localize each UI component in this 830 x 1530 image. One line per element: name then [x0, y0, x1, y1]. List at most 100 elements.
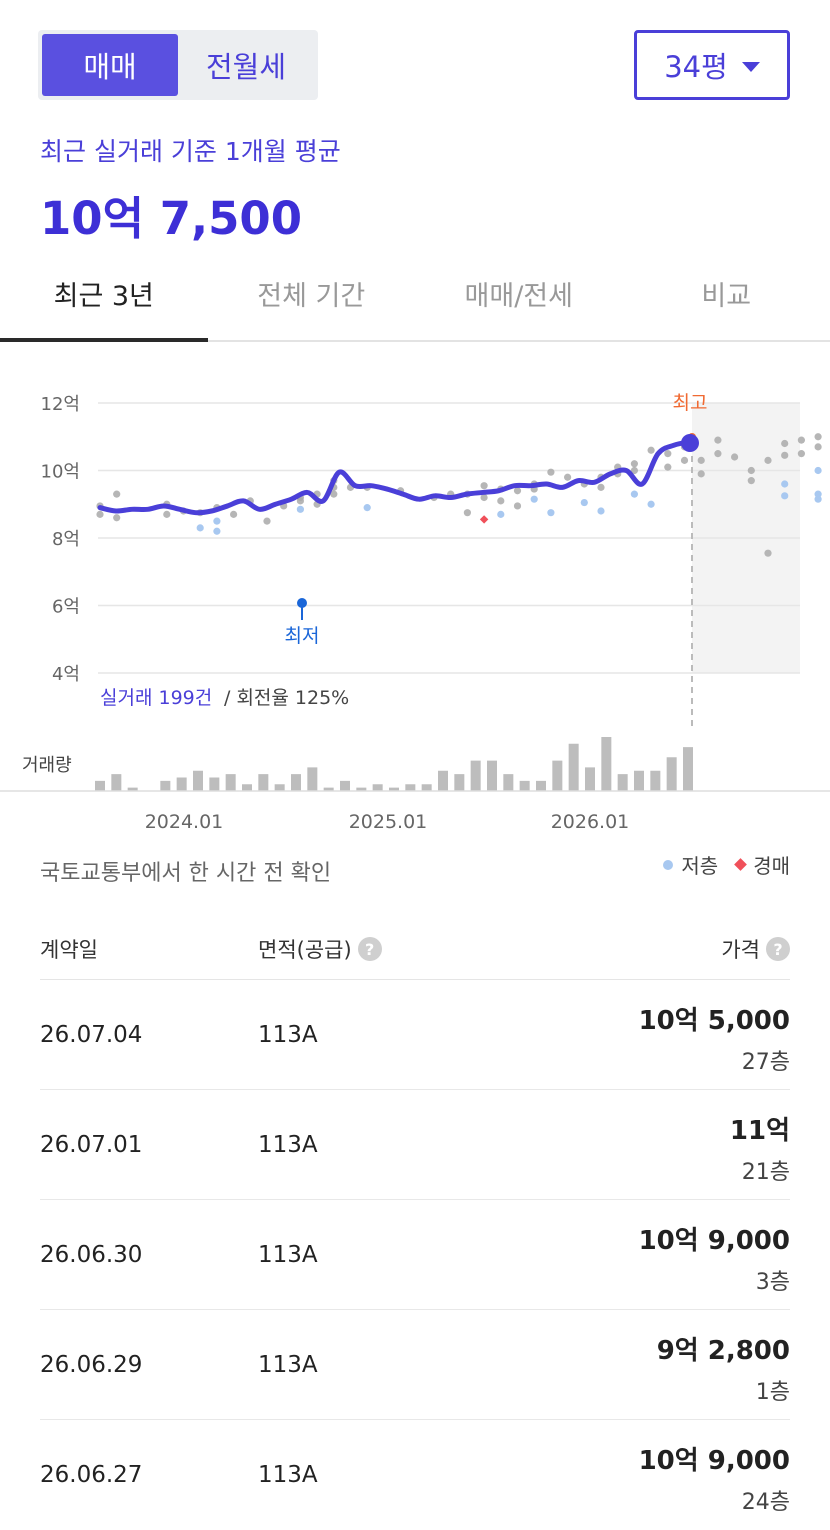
low-floor-dot: [213, 517, 221, 525]
transaction-dot: [463, 509, 471, 517]
volume-bar: [209, 777, 220, 791]
volume-bar: [225, 774, 236, 791]
table-row[interactable]: 26.06.29 113A 9억 2,800 1층: [40, 1310, 790, 1420]
transaction-dot: [781, 439, 789, 448]
transaction-dot: [230, 510, 238, 518]
auction-dot: [479, 515, 489, 524]
x-tick-label: 2025.01: [349, 811, 428, 833]
volume-bar: [421, 784, 432, 791]
grid-lines: [98, 402, 800, 674]
auction-diamond-icon: [734, 858, 748, 871]
transaction-dot: [564, 473, 572, 481]
table-row[interactable]: 26.06.27 113A 10억 9,000 24층: [40, 1420, 790, 1530]
volume-bar: [634, 770, 644, 791]
transaction-dot: [781, 451, 789, 459]
transaction-dot: [714, 450, 722, 458]
row-floor: 21층: [741, 1160, 790, 1185]
row-price: 10억 9,000: [638, 1226, 790, 1256]
transaction-dot: [630, 460, 639, 468]
transaction-dot: [764, 456, 772, 464]
transaction-dot: [797, 450, 806, 458]
transaction-dot: [764, 549, 772, 557]
volume-bar: [503, 774, 514, 791]
row-floor: 3층: [755, 1270, 790, 1295]
low-floor-dot: [630, 490, 639, 498]
row-price: 11억: [729, 1116, 790, 1146]
transaction-dot: [697, 470, 705, 478]
volume-bar: [291, 774, 301, 791]
help-icon[interactable]: ?: [357, 937, 382, 961]
price-chart[interactable]: 12억 10억 8억 6억 4억 최고 최저 실거래 199건 / 회전율 125% 거…: [0, 370, 830, 845]
volume-bar: [568, 743, 579, 791]
tab-recent-3-years[interactable]: 최근 3년: [0, 258, 208, 342]
low-floor-dot: [296, 505, 304, 513]
volume-bar: [160, 780, 171, 791]
row-area: 113A: [258, 1352, 318, 1378]
volume-bars: [95, 737, 693, 791]
volume-bar: [683, 747, 693, 791]
transaction-dot: [630, 466, 639, 475]
volume-bar: [274, 784, 285, 791]
low-floor-dot: [363, 504, 371, 512]
row-date: 26.06.29: [40, 1352, 143, 1378]
low-floor-dot: [196, 524, 204, 532]
low-floor-dot: [781, 492, 789, 500]
volume-bar: [307, 767, 318, 791]
volume-bar: [323, 787, 334, 791]
transaction-dot: [814, 433, 822, 441]
period-tabs: 최근 3년 전체 기간 매매/전세 비교: [0, 258, 830, 342]
average-price: 10억 7,500: [40, 192, 303, 245]
tab-sale-jeonse[interactable]: 매매/전세: [464, 281, 573, 312]
row-area: 113A: [258, 1022, 318, 1048]
volume-bar: [470, 760, 481, 791]
transaction-dot: [296, 497, 304, 505]
transaction-dot: [547, 468, 555, 476]
y-tick-labels: 12억 10억 8억 6억 4억: [41, 394, 80, 685]
low-label: 최저: [285, 625, 320, 647]
transaction-dot: [513, 502, 522, 510]
row-area: 113A: [258, 1132, 318, 1158]
legend: 저층 경매: [663, 850, 790, 879]
sale-tab-button[interactable]: 매매: [42, 34, 178, 96]
high-label: 최고: [673, 392, 708, 414]
tab-compare[interactable]: 비교: [701, 281, 752, 312]
transaction-dot: [714, 436, 722, 444]
low-floor-dot: [580, 498, 588, 507]
row-floor: 27층: [741, 1050, 790, 1075]
low-floor-dot: [547, 509, 555, 517]
row-floor: 1층: [755, 1380, 790, 1405]
x-tick-label: 2024.01: [145, 811, 224, 833]
tab-all-period[interactable]: 전체 기간: [257, 281, 366, 312]
x-tick-label: 2026.01: [551, 811, 630, 833]
rotation-rate: / 회전율 125%: [224, 687, 349, 709]
x-tick-labels: 2024.01 2025.01 2026.01: [145, 811, 630, 833]
y-tick-label: 10억: [41, 462, 80, 483]
volume-bar: [340, 780, 350, 791]
table-row[interactable]: 26.07.04 113A 10억 5,000 27층: [40, 980, 790, 1090]
volume-bar: [356, 787, 367, 791]
source-note: 국토교통부에서 한 시간 전 확인: [40, 861, 332, 886]
low-marker: 최저: [285, 598, 320, 647]
transaction-dot: [814, 443, 822, 451]
help-icon[interactable]: ?: [766, 937, 790, 961]
transaction-dot: [497, 497, 505, 505]
y-tick-label: 6억: [52, 597, 80, 618]
rent-tab-button[interactable]: 전월세: [205, 50, 287, 84]
area-select-dropdown[interactable]: 34평: [634, 30, 790, 100]
area-select-value: 34평: [664, 50, 728, 84]
transaction-dot: [96, 510, 104, 518]
low-floor-dot: [597, 507, 605, 515]
row-price: 10억 5,000: [638, 1006, 790, 1036]
y-tick-label: 8억: [52, 529, 80, 550]
transaction-dot: [697, 456, 705, 464]
transaction-dot: [113, 490, 121, 498]
table-row[interactable]: 26.06.30 113A 10억 9,000 3층: [40, 1200, 790, 1310]
transaction-dot: [664, 450, 672, 458]
legend-low-floor: 저층: [663, 850, 718, 879]
volume-bar: [372, 784, 383, 791]
volume-bar: [601, 737, 612, 791]
transaction-dot: [330, 490, 338, 498]
volume-bar: [666, 757, 677, 791]
table-row[interactable]: 26.07.01 113A 11억 21층: [40, 1090, 790, 1200]
row-area: 113A: [258, 1242, 318, 1268]
